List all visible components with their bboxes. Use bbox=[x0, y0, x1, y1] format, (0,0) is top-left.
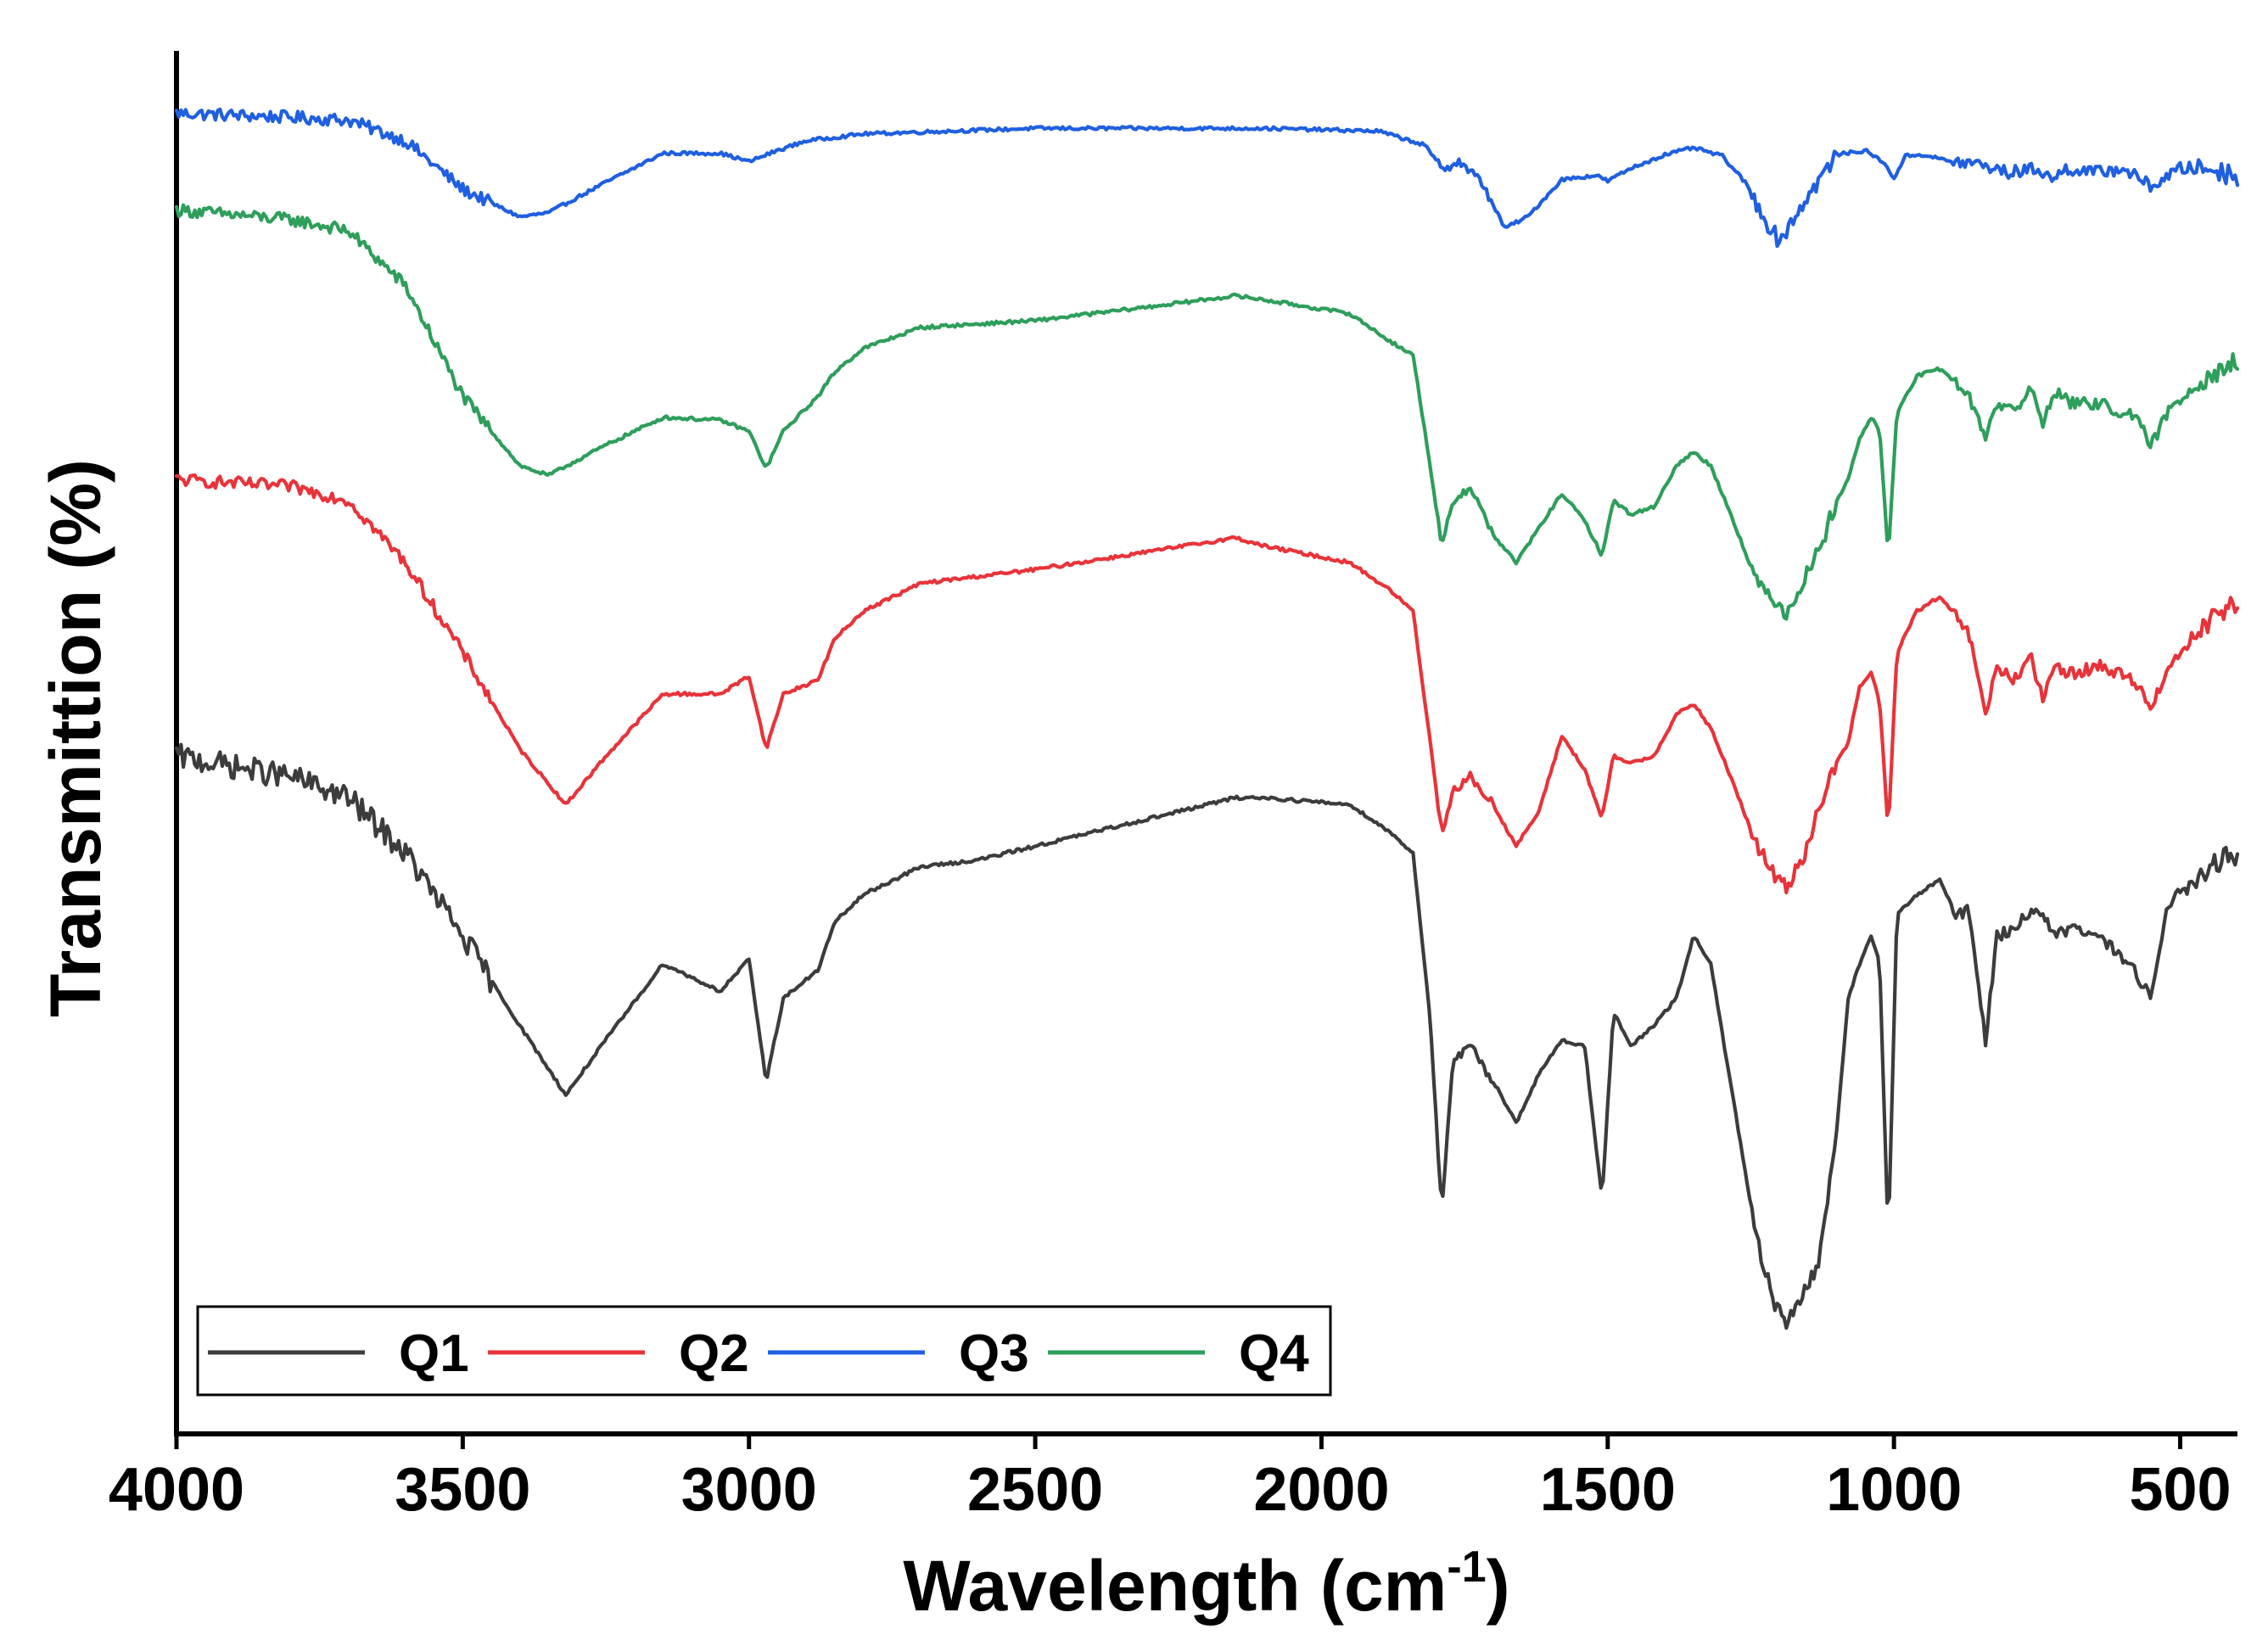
x-tick-label-3500: 3500 bbox=[395, 1456, 530, 1524]
x-axis-title-close: ) bbox=[1487, 1546, 1510, 1626]
x-tick-label-4000: 4000 bbox=[109, 1456, 244, 1524]
x-ticks bbox=[174, 1434, 2183, 1449]
legend: Q1 Q2 Q3 Q4 bbox=[196, 1305, 1332, 1397]
x-tick-label-1500: 1500 bbox=[1540, 1456, 1676, 1524]
x-tick-label-2000: 2000 bbox=[1253, 1456, 1389, 1524]
series-line-q2 bbox=[174, 473, 2240, 895]
legend-label-q1: Q1 bbox=[399, 1324, 469, 1383]
y-axis-title: Transmittion (%) bbox=[36, 459, 115, 1017]
series-line-q3 bbox=[174, 107, 2240, 249]
x-tick-label-2500: 2500 bbox=[967, 1456, 1103, 1524]
x-tick-label-500: 500 bbox=[2129, 1456, 2231, 1524]
series-line-q4 bbox=[174, 203, 2240, 621]
legend-label-q2: Q2 bbox=[679, 1324, 749, 1383]
series-group bbox=[174, 107, 2240, 1330]
legend-items: Q1 Q2 Q3 Q4 bbox=[208, 1324, 1309, 1383]
series-line-q1 bbox=[174, 742, 2240, 1330]
x-tick-label-1000: 1000 bbox=[1826, 1456, 1962, 1524]
x-tick-label-3000: 3000 bbox=[681, 1456, 817, 1524]
x-axis-title-superscript: -1 bbox=[1447, 1542, 1486, 1592]
legend-label-q3: Q3 bbox=[959, 1324, 1029, 1383]
x-axis-title: Wavelength (cm-1) bbox=[903, 1542, 1509, 1626]
x-tick-labels: 4000 3500 3000 2500 2000 1500 1000 500 bbox=[109, 1456, 2232, 1524]
legend-label-q4: Q4 bbox=[1239, 1324, 1309, 1383]
